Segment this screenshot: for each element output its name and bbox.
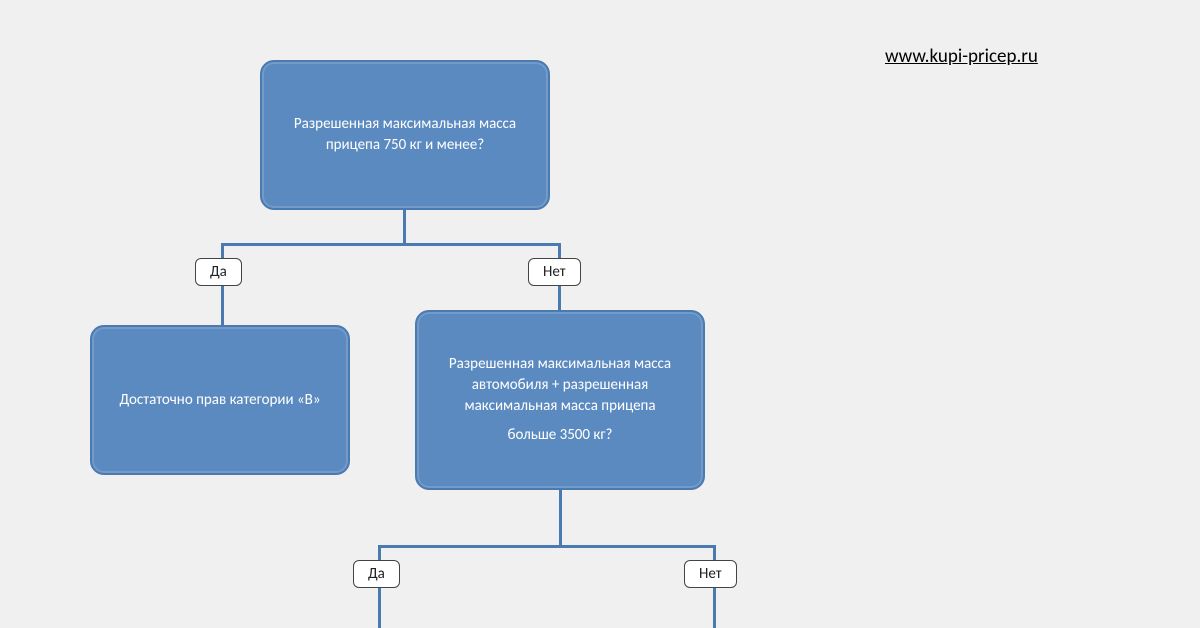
connector [378,545,713,548]
edge-label: Нет [684,560,737,588]
edge-label: Да [353,560,400,588]
site-link[interactable]: www.kupi-pricep.ru [885,45,1038,68]
edge-label: Да [195,258,242,286]
flowchart-node: Достаточно прав категории «В» [90,325,350,475]
connector [559,490,562,545]
connector [221,243,561,246]
edge-label: Нет [528,258,581,286]
flowchart-node: Разрешенная максимальная масса автомобил… [415,310,705,490]
connector [403,210,406,245]
flowchart-node: Разрешенная максимальная масса прицепа 7… [260,60,550,210]
